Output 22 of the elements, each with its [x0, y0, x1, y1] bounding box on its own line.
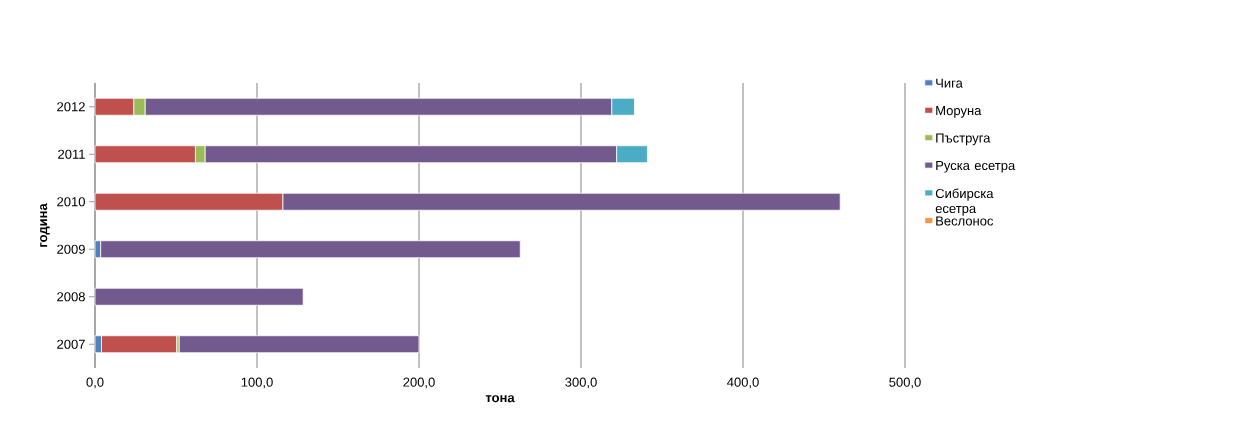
x-tick-label: 500,0 — [889, 377, 921, 389]
x-axis-title: тона — [485, 395, 515, 403]
bar — [94, 287, 304, 306]
bar — [178, 335, 420, 354]
y-tick-label: 2007 — [57, 339, 85, 349]
y-axis-title: година — [40, 203, 50, 247]
y-tick-label: 2012 — [57, 102, 85, 112]
legend-label: Руска есетра — [936, 160, 1016, 173]
y-tick-label: 2011 — [58, 149, 85, 159]
legend-label: Сибирска есетра — [935, 188, 994, 216]
legend-label: Веслонос — [936, 216, 994, 226]
legend-label: Чига — [936, 78, 963, 88]
x-tick-label: 300,0 — [565, 377, 597, 389]
y-tick-label: 2008 — [57, 292, 85, 302]
x-tick-label: 200,0 — [403, 377, 435, 389]
y-tick-label: 2010 — [57, 197, 85, 207]
legend-label: Пъструга — [936, 133, 991, 146]
x-tick-label: 400,0 — [727, 377, 759, 389]
y-tick-label: 2009 — [57, 244, 85, 254]
legend-label: Моруна — [936, 106, 982, 118]
x-tick-label: 0,0 — [86, 377, 104, 389]
x-tick-label: 100,0 — [241, 377, 273, 389]
